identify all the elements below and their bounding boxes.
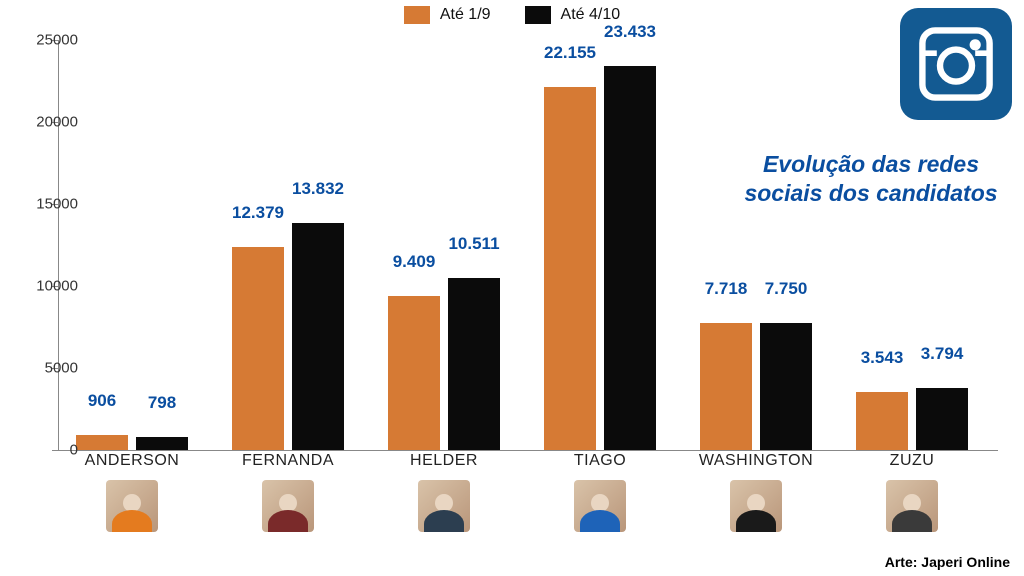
candidate-avatar xyxy=(886,480,938,532)
legend-label-0: Até 1/9 xyxy=(440,6,491,24)
legend-item-0: Até 1/9 xyxy=(404,6,491,24)
category-label: FERNANDA xyxy=(242,452,334,470)
ytick-label: 5000 xyxy=(28,360,78,377)
bar-value-label: 23.433 xyxy=(604,22,656,42)
bar-value-label: 9.409 xyxy=(393,252,436,272)
ytick-label: 15000 xyxy=(28,196,78,213)
candidate-avatar xyxy=(574,480,626,532)
category-label: TIAGO xyxy=(574,452,626,470)
bar xyxy=(232,247,284,450)
category-label: ZUZU xyxy=(890,452,935,470)
candidate-avatar xyxy=(730,480,782,532)
ytick-label: 25000 xyxy=(28,32,78,49)
bar-value-label: 7.750 xyxy=(765,279,808,299)
bar-value-label: 12.379 xyxy=(232,203,284,223)
bar xyxy=(604,66,656,450)
candidate-avatar xyxy=(262,480,314,532)
bar-value-label: 22.155 xyxy=(544,43,596,63)
bar-value-label: 13.832 xyxy=(292,179,344,199)
credit-line: Arte: Japeri Online xyxy=(885,554,1010,570)
bar xyxy=(388,296,440,450)
candidate-avatar xyxy=(106,480,158,532)
bar xyxy=(76,435,128,450)
bar xyxy=(136,437,188,450)
ytick-label: 20000 xyxy=(28,114,78,131)
bar-value-label: 3.543 xyxy=(861,348,904,368)
legend-swatch-1 xyxy=(525,6,551,24)
candidate-avatar xyxy=(418,480,470,532)
bar-value-label: 3.794 xyxy=(921,344,964,364)
ytick-label: 0 xyxy=(28,442,78,459)
category-label: ANDERSON xyxy=(85,452,180,470)
category-label: WASHINGTON xyxy=(699,452,813,470)
bar xyxy=(292,223,344,450)
chart-legend: Até 1/9 Até 4/10 xyxy=(0,6,1024,24)
bar-value-label: 10.511 xyxy=(448,234,499,254)
bar-value-label: 798 xyxy=(148,393,176,413)
category-label: HELDER xyxy=(410,452,478,470)
chart-plot: 90679812.37913.8329.40910.51122.15523.43… xyxy=(58,40,998,450)
bar xyxy=(760,323,812,450)
y-axis xyxy=(58,40,59,450)
bar xyxy=(448,278,500,450)
bar xyxy=(544,87,596,450)
bar xyxy=(856,392,908,450)
bar-value-label: 7.718 xyxy=(705,279,748,299)
bar xyxy=(916,388,968,450)
x-axis xyxy=(58,450,998,451)
bar-value-label: 906 xyxy=(88,391,116,411)
legend-swatch-0 xyxy=(404,6,430,24)
ytick-label: 10000 xyxy=(28,278,78,295)
bar xyxy=(700,323,752,450)
